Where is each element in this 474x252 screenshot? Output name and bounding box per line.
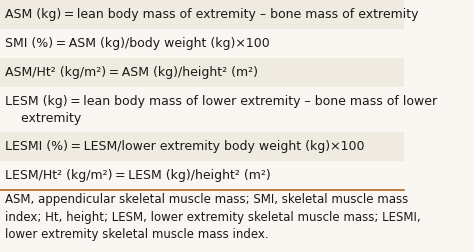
Text: LESM/Ht² (kg/m²) = LESM (kg)/height² (m²): LESM/Ht² (kg/m²) = LESM (kg)/height² (m²… bbox=[5, 169, 271, 182]
FancyBboxPatch shape bbox=[0, 0, 404, 29]
Text: ASM, appendicular skeletal muscle mass; SMI, skeletal muscle mass
index; Ht, hei: ASM, appendicular skeletal muscle mass; … bbox=[5, 193, 421, 241]
FancyBboxPatch shape bbox=[0, 161, 404, 190]
Text: LESMI (%) = LESM/lower extremity body weight (kg)×100: LESMI (%) = LESM/lower extremity body we… bbox=[5, 140, 365, 153]
FancyBboxPatch shape bbox=[0, 132, 404, 161]
FancyBboxPatch shape bbox=[0, 29, 404, 58]
FancyBboxPatch shape bbox=[0, 190, 404, 245]
Text: SMI (%) = ASM (kg)/body weight (kg)×100: SMI (%) = ASM (kg)/body weight (kg)×100 bbox=[5, 37, 270, 50]
Text: ASM/Ht² (kg/m²) = ASM (kg)/height² (m²): ASM/Ht² (kg/m²) = ASM (kg)/height² (m²) bbox=[5, 66, 258, 79]
Text: LESM (kg) = lean body mass of lower extremity – bone mass of lower
    extremity: LESM (kg) = lean body mass of lower extr… bbox=[5, 94, 438, 124]
Text: ASM (kg) = lean body mass of extremity – bone mass of extremity: ASM (kg) = lean body mass of extremity –… bbox=[5, 8, 419, 21]
FancyBboxPatch shape bbox=[0, 87, 404, 132]
FancyBboxPatch shape bbox=[0, 58, 404, 87]
